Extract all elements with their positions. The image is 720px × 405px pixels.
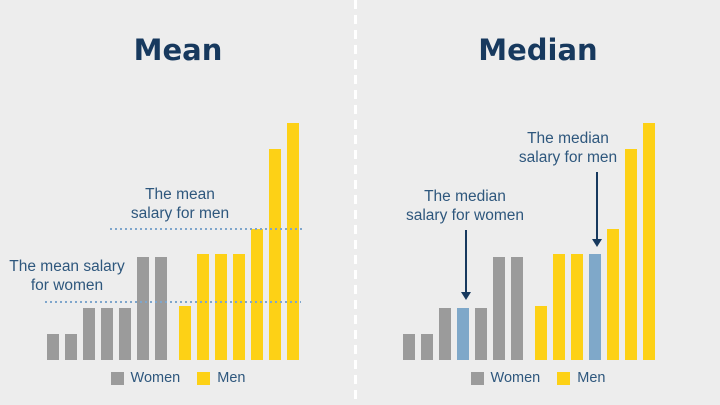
men-mean-dotted-line <box>110 228 304 230</box>
median-men-arrow-icon <box>592 172 602 247</box>
annotation-line: The mean <box>145 186 215 203</box>
legend-label: Men <box>217 370 246 386</box>
median-legend: Women Men <box>356 370 720 386</box>
men-bar <box>607 229 619 360</box>
annotation-line: salary for men <box>518 149 618 166</box>
mean-panel: Mean The mean salary for men The mean sa… <box>0 0 356 405</box>
legend-label: Men <box>577 370 606 386</box>
median-highlight-women-bar <box>457 308 469 360</box>
mean-legend: Women Men <box>0 370 356 386</box>
men-swatch-icon <box>197 371 211 385</box>
annotation-line: The mean salary <box>9 258 125 275</box>
women-bar <box>101 308 113 360</box>
men-bar <box>233 254 245 360</box>
men-bar <box>553 254 565 360</box>
mean-men-annotation: The mean salary for men <box>100 185 260 223</box>
women-bar <box>493 257 505 360</box>
median-highlight-men-bar <box>589 254 601 360</box>
men-bar <box>625 149 637 360</box>
mean-women-annotation: The mean salary for women <box>0 257 134 295</box>
legend-label: Women <box>130 370 181 386</box>
legend-label: Women <box>490 370 541 386</box>
women-mean-dotted-line <box>45 301 301 303</box>
mean-title: Mean <box>133 33 223 67</box>
men-swatch-icon <box>557 371 571 385</box>
women-bar <box>511 257 523 360</box>
legend-item-women: Women <box>110 370 181 386</box>
men-bar <box>179 306 191 360</box>
women-bar <box>119 308 131 360</box>
women-bar <box>137 257 149 360</box>
women-bar <box>439 308 451 360</box>
men-bar <box>251 229 263 360</box>
women-bar <box>403 334 415 360</box>
median-women-arrow-icon <box>461 230 471 300</box>
men-bar <box>215 254 227 360</box>
median-men-annotation: The median salary for men <box>488 129 648 167</box>
women-bar <box>155 257 167 360</box>
women-bar <box>65 334 77 360</box>
women-swatch-icon <box>110 371 124 385</box>
annotation-line: salary for men <box>130 205 230 222</box>
legend-item-men: Men <box>557 370 605 386</box>
men-bar <box>197 254 209 360</box>
median-women-annotation: The median salary for women <box>380 187 550 225</box>
annotation-line: The median <box>424 188 506 205</box>
women-swatch-icon <box>470 371 484 385</box>
median-title: Median <box>478 33 598 67</box>
annotation-line: The median <box>527 130 609 147</box>
women-bar <box>47 334 59 360</box>
annotation-line: salary for women <box>405 207 524 224</box>
median-panel: Median The median salary for men The med… <box>356 0 720 405</box>
men-bar <box>643 123 655 360</box>
panel-divider-dashed-line <box>354 0 357 405</box>
legend-item-men: Men <box>197 370 245 386</box>
men-bar <box>535 306 547 360</box>
women-bar <box>83 308 95 360</box>
annotation-line: for women <box>30 277 104 294</box>
men-bar <box>571 254 583 360</box>
women-bar <box>475 308 487 360</box>
women-bar <box>421 334 433 360</box>
men-bar <box>287 123 299 360</box>
legend-item-women: Women <box>470 370 541 386</box>
men-bar <box>269 149 281 360</box>
